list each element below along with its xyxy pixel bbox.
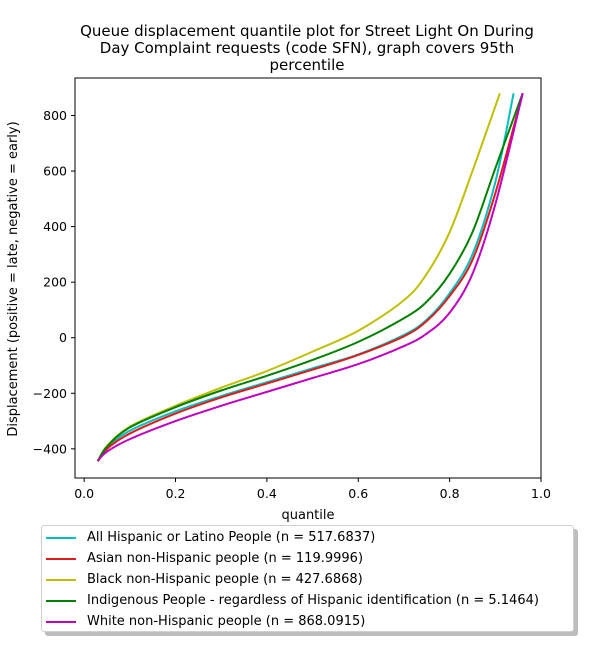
legend-item: All Hispanic or Latino People (n = 517.6… (42, 527, 375, 548)
y-tick-label: 800 (43, 108, 67, 123)
x-tick-label: 0.2 (166, 486, 186, 501)
series-line-0 (96, 93, 515, 462)
chart-title-line-1: Queue displacement quantile plot for Str… (80, 22, 534, 40)
x-tick-label: 1.0 (531, 486, 551, 501)
series-line-3 (96, 92, 524, 462)
chart-title-line-3: percentile (269, 56, 344, 74)
legend-item: White non-Hispanic people (n = 868.0915) (42, 611, 365, 632)
series-line-1 (97, 93, 524, 462)
legend-label: All Hispanic or Latino People (n = 517.6… (87, 530, 376, 545)
legend-label: Asian non-Hispanic people (n = 119.9996) (87, 551, 364, 566)
x-axis-label: quantile (281, 508, 334, 523)
y-tick-label: 400 (43, 219, 67, 234)
legend-swatch (46, 557, 76, 560)
legend-item: Asian non-Hispanic people (n = 119.9996) (42, 548, 363, 569)
legend-item: Indigenous People - regardless of Hispan… (42, 590, 539, 611)
legend-swatch (46, 620, 76, 623)
legend-swatch (46, 536, 76, 539)
x-tick-label: 0.0 (74, 486, 94, 501)
y-tick-label: 600 (43, 164, 67, 179)
legend-label: Black non-Hispanic people (n = 427.6868) (87, 572, 363, 587)
chart-title-line-2: Day Complaint requests (code SFN), graph… (100, 39, 514, 57)
y-tick-label: 200 (43, 275, 67, 290)
x-tick-label: 0.8 (440, 486, 460, 501)
y-tick-label: −400 (33, 441, 67, 456)
series-lines (96, 92, 524, 462)
legend-swatch (46, 578, 76, 581)
y-tick-label: −200 (33, 386, 67, 401)
legend-swatch (46, 599, 76, 602)
y-axis-label: Displacement (positive = late, negative … (6, 121, 21, 436)
y-tick-label: 0 (59, 330, 67, 345)
series-line-2 (96, 92, 501, 462)
legend-label: Indigenous People - regardless of Hispan… (87, 593, 539, 608)
plot-area-frame (74, 77, 542, 479)
legend-label: White non-Hispanic people (n = 868.0915) (87, 614, 366, 629)
y-axis-ticks: −400 −200 0 200 400 600 800 (33, 108, 75, 456)
x-tick-label: 0.6 (348, 486, 368, 501)
legend: All Hispanic or Latino People (n = 517.6… (41, 525, 574, 632)
legend-item: Black non-Hispanic people (n = 427.6868) (42, 569, 363, 590)
x-tick-label: 0.4 (257, 486, 277, 501)
x-axis-ticks: 0.0 0.2 0.4 0.6 0.8 1.0 (74, 478, 551, 501)
series-line-4 (97, 93, 524, 462)
